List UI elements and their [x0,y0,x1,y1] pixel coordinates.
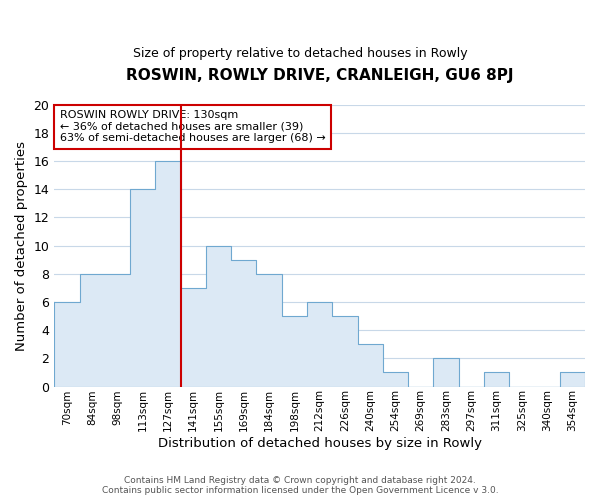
Text: ROSWIN ROWLY DRIVE: 130sqm
← 36% of detached houses are smaller (39)
63% of semi: ROSWIN ROWLY DRIVE: 130sqm ← 36% of deta… [59,110,325,144]
Text: Contains HM Land Registry data © Crown copyright and database right 2024.
Contai: Contains HM Land Registry data © Crown c… [101,476,499,495]
Y-axis label: Number of detached properties: Number of detached properties [15,140,28,350]
Title: ROSWIN, ROWLY DRIVE, CRANLEIGH, GU6 8PJ: ROSWIN, ROWLY DRIVE, CRANLEIGH, GU6 8PJ [126,68,514,82]
X-axis label: Distribution of detached houses by size in Rowly: Distribution of detached houses by size … [158,437,482,450]
Text: Size of property relative to detached houses in Rowly: Size of property relative to detached ho… [133,48,467,60]
